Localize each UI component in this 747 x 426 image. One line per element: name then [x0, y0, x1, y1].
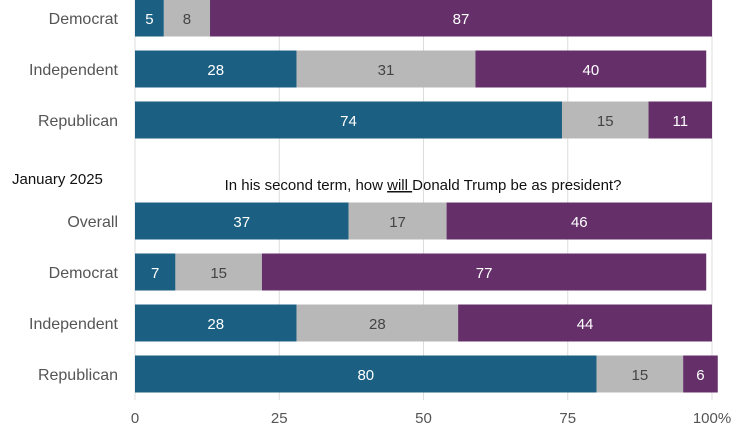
category-label: Republican: [38, 113, 118, 130]
bar-segment: [683, 355, 718, 393]
data-label: 28: [207, 62, 224, 79]
bar-segment: [175, 253, 262, 291]
data-label: 15: [632, 367, 649, 384]
data-label: 80: [357, 367, 374, 384]
data-label: 5: [145, 11, 153, 28]
x-tick-label: 75: [559, 410, 576, 426]
category-label: Independent: [29, 62, 119, 79]
panel-title: In his second term, how will Donald Trum…: [225, 177, 622, 194]
x-tick-label: 25: [271, 410, 288, 426]
bar-segment: [135, 253, 176, 291]
bar-segment: [135, 304, 297, 342]
bar-segment: [135, 101, 562, 139]
data-label: 87: [453, 11, 470, 28]
data-label: 28: [207, 316, 224, 333]
data-label: 17: [389, 214, 406, 231]
data-label: 15: [597, 113, 614, 130]
data-label: 15: [210, 265, 227, 282]
bar-segment: [135, 0, 164, 37]
data-label: 77: [476, 265, 493, 282]
bar-segment: [648, 101, 712, 139]
data-label: 28: [369, 316, 386, 333]
data-label: 44: [577, 316, 594, 333]
bar-segment: [561, 101, 649, 139]
data-label: 74: [340, 113, 357, 130]
x-tick-label: 100%: [693, 410, 731, 426]
bar-segment: [135, 202, 349, 240]
category-label: Democrat: [49, 11, 119, 28]
bar-segment: [475, 50, 707, 88]
data-label: 40: [582, 62, 599, 79]
category-label: Democrat: [49, 265, 119, 282]
category-label: Overall: [67, 214, 118, 231]
data-label: 8: [183, 11, 191, 28]
category-label: Independent: [29, 316, 119, 333]
bar-segment: [296, 304, 459, 342]
data-label: 46: [571, 214, 588, 231]
bar-segment: [446, 202, 712, 240]
category-label: Republican: [38, 367, 118, 384]
bar-segment: [596, 355, 684, 393]
bar-segment: [210, 0, 712, 37]
x-tick-label: 50: [415, 410, 432, 426]
data-label: 6: [696, 367, 704, 384]
bar-segment: [135, 50, 297, 88]
bar-segment: [296, 50, 476, 88]
bar-segment: [135, 355, 597, 393]
data-label: 31: [378, 62, 395, 79]
data-label: 11: [672, 113, 688, 130]
bar-segment: [348, 202, 447, 240]
bar-segment: [458, 304, 712, 342]
x-tick-label: 0: [131, 410, 139, 426]
panel-heading: January 2025: [12, 171, 103, 188]
bar-segment: [261, 253, 707, 291]
bar-segment: [163, 0, 211, 37]
data-label: 37: [233, 214, 250, 231]
data-label: 7: [151, 265, 159, 282]
